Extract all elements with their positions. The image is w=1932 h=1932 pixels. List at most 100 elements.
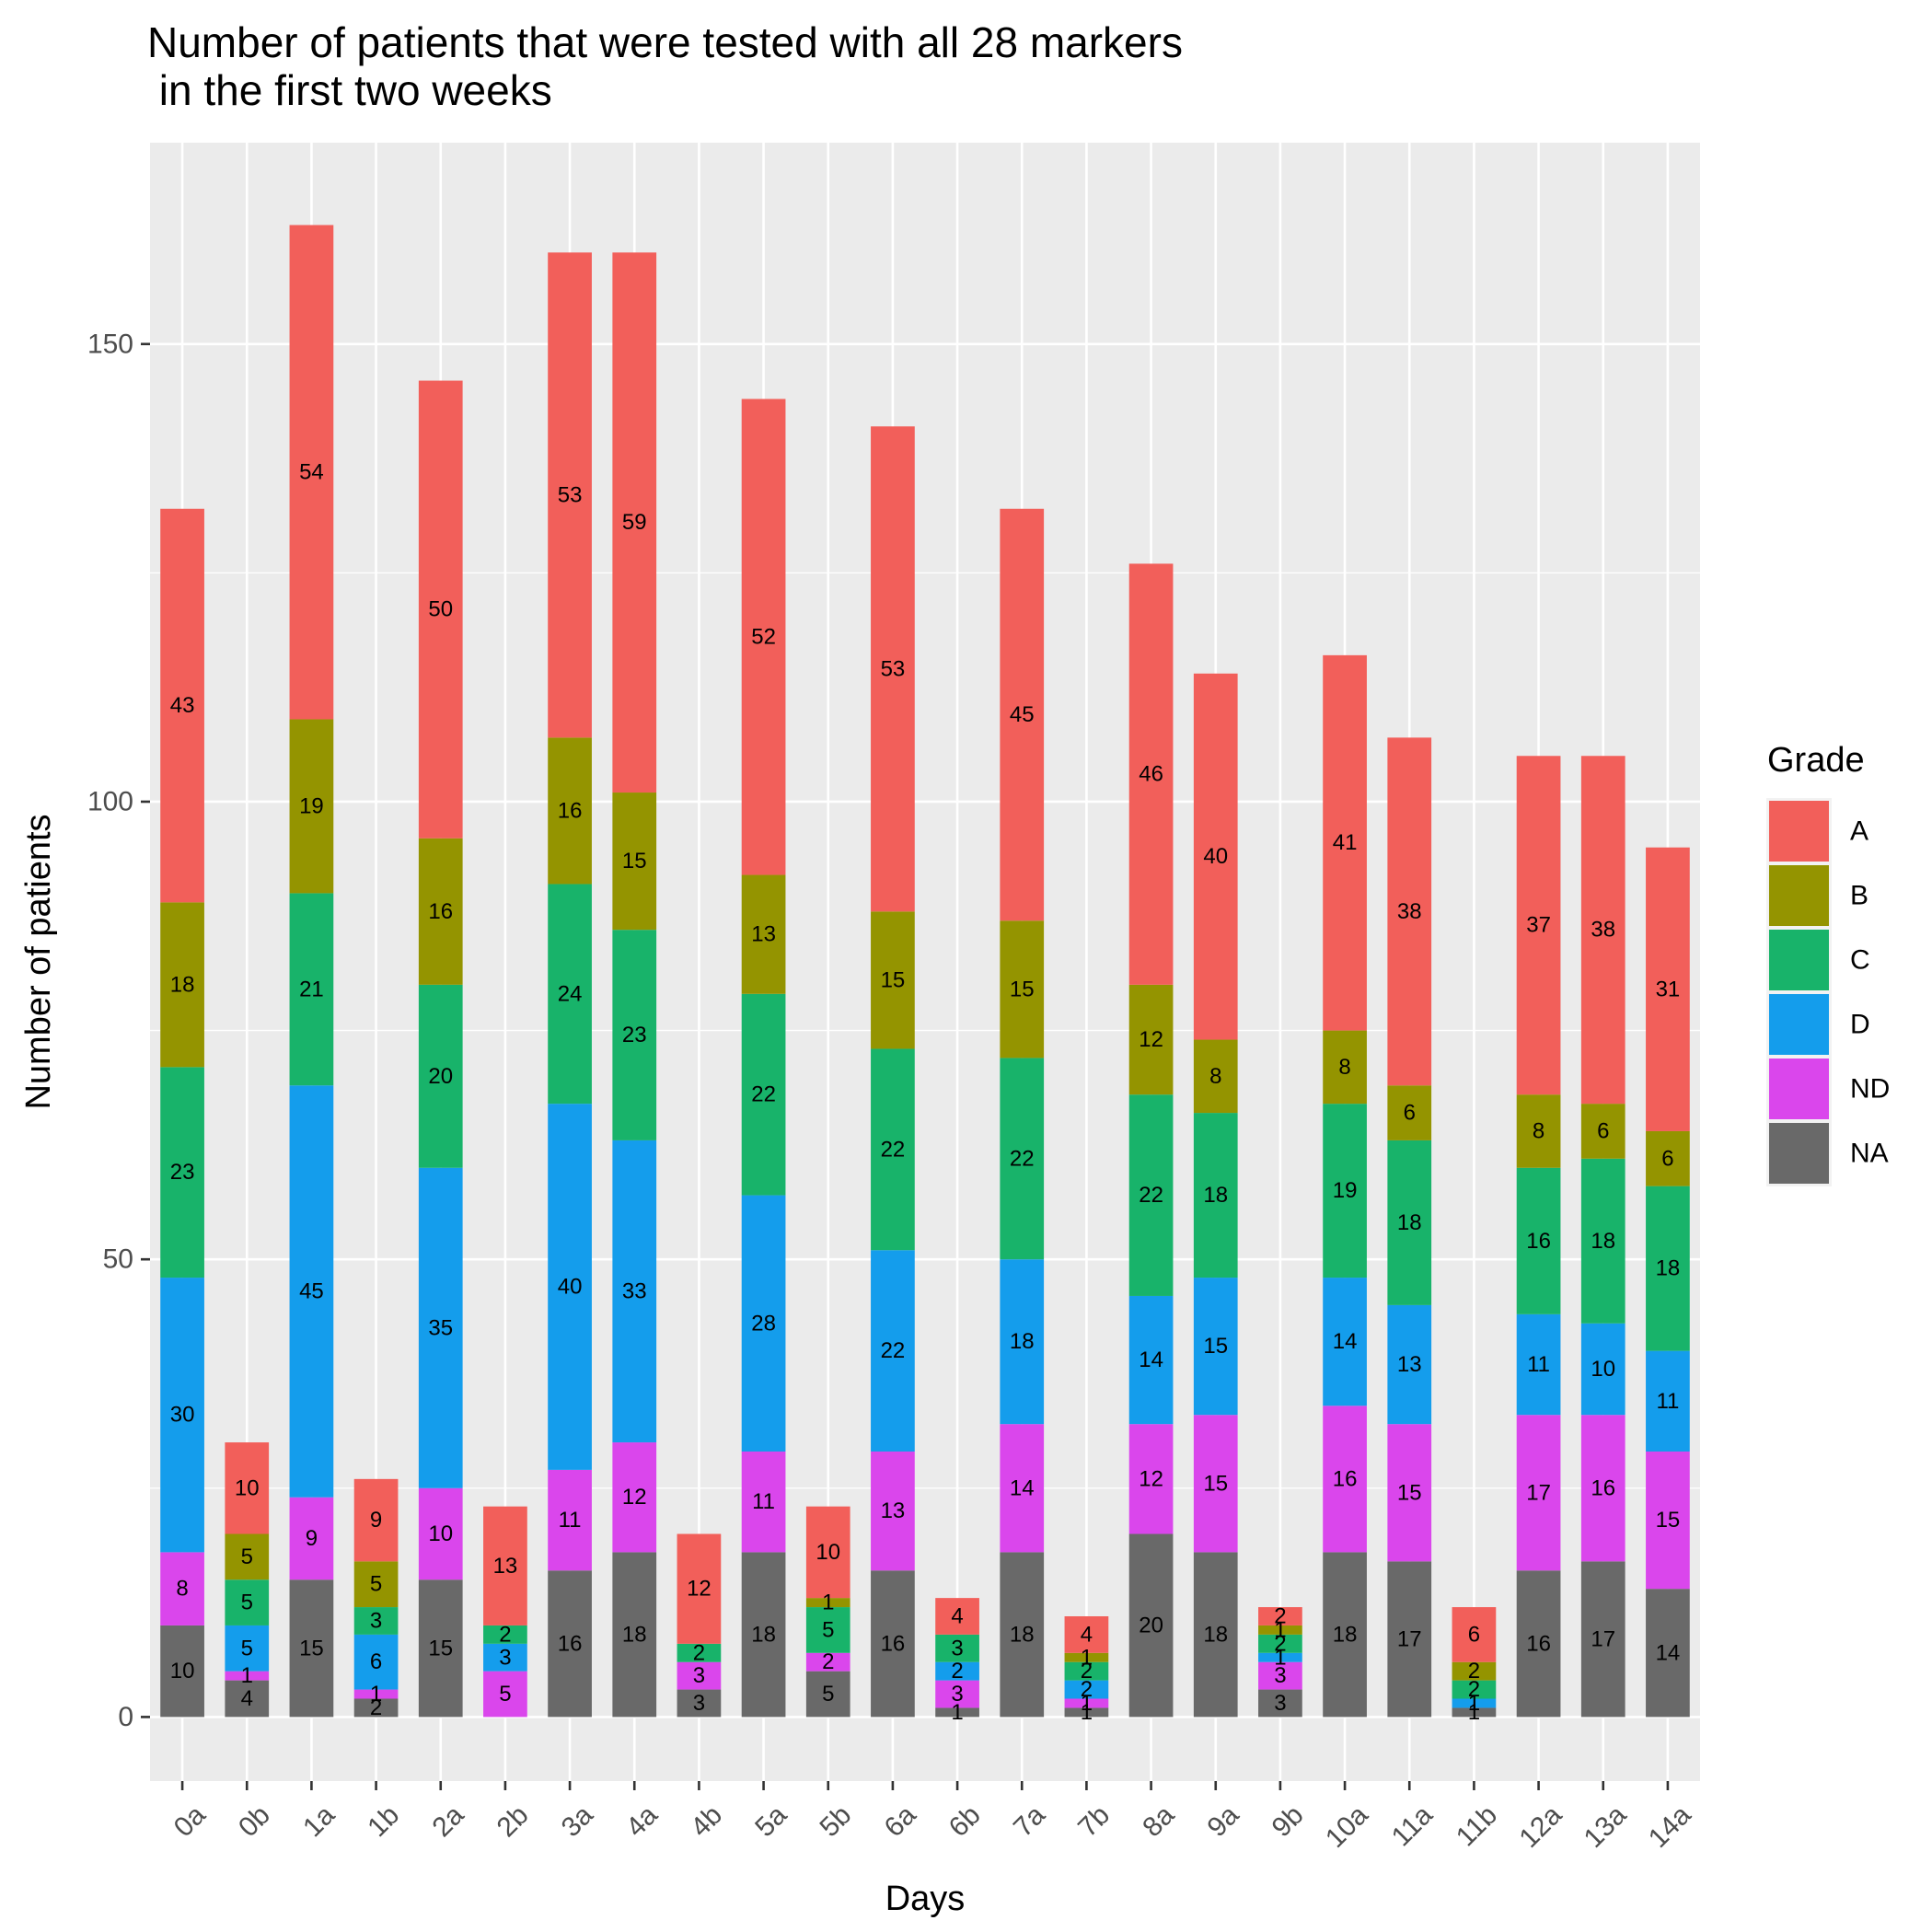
bar-segment-b — [871, 911, 915, 1049]
bar-segment-nd — [483, 1671, 527, 1718]
bar-segment-d — [741, 1195, 786, 1452]
data-label: 1 — [1081, 1691, 1093, 1716]
data-label: 1 — [370, 1682, 382, 1706]
data-label: 16 — [1333, 1466, 1358, 1491]
data-label: 45 — [299, 1278, 324, 1303]
data-label: 5 — [499, 1682, 511, 1706]
chart-title-line: Number of patients that were tested with… — [147, 18, 1183, 66]
legend-label: NA — [1850, 1139, 1889, 1169]
bar-segment-b — [1193, 1039, 1238, 1114]
bar-segment-c — [1258, 1634, 1302, 1653]
bar-segment-d — [1516, 1313, 1561, 1416]
bar-segment-d — [1258, 1652, 1302, 1662]
x-tick-label: 7b — [1072, 1799, 1116, 1843]
bar-segment-na — [677, 1689, 722, 1718]
bar-segment-c — [160, 1067, 204, 1278]
data-label: 33 — [622, 1278, 647, 1303]
data-label: 17 — [1397, 1626, 1422, 1651]
bar-segment-c — [677, 1643, 722, 1662]
data-label: 15 — [1397, 1480, 1422, 1505]
bar-segment-a — [160, 508, 204, 903]
bar-segment-b — [612, 792, 657, 931]
data-label: 2 — [1081, 1659, 1093, 1683]
bar-segment-a — [225, 1442, 270, 1534]
bar-segment-a — [548, 252, 592, 738]
data-label: 21 — [299, 977, 324, 1001]
bar-segment-na — [1000, 1552, 1045, 1718]
data-label: 1 — [1468, 1700, 1480, 1725]
bar-segment-a — [871, 426, 915, 912]
x-tick-label: 2a — [426, 1799, 469, 1843]
y-tick-label: 100 — [87, 786, 133, 816]
legend-label: A — [1850, 816, 1868, 847]
bar-segment-d — [225, 1625, 270, 1672]
bar-segment-a — [1128, 563, 1174, 985]
x-tick-label: 0b — [233, 1799, 276, 1843]
data-label: 40 — [1203, 844, 1228, 869]
x-tick-label: 14a — [1643, 1799, 1697, 1854]
data-label: 2 — [951, 1659, 963, 1683]
data-label: 3 — [499, 1645, 511, 1670]
bar-segment-d — [1323, 1278, 1367, 1406]
bar-segment-c — [1387, 1140, 1432, 1305]
data-label: 16 — [558, 798, 583, 823]
data-label: 8 — [1338, 1055, 1350, 1080]
data-label: 52 — [751, 624, 776, 649]
bar-segment-b — [1064, 1652, 1109, 1662]
bar-segment-c — [1580, 1158, 1625, 1324]
data-label: 18 — [1010, 1329, 1035, 1354]
legend-swatch-a — [1769, 801, 1829, 862]
data-label: 23 — [170, 1160, 195, 1185]
bar-segment-d — [483, 1643, 527, 1672]
x-tick-label: 9b — [1267, 1799, 1310, 1843]
legend-title: Grade — [1767, 741, 1865, 780]
bar-segment-b — [289, 719, 334, 894]
bar-segment-c — [612, 930, 657, 1140]
bar-segment-b — [1452, 1661, 1497, 1681]
bar-segment-na — [1193, 1552, 1238, 1718]
bar-segment-d — [548, 1104, 592, 1470]
bar-segment-c — [1064, 1661, 1109, 1681]
data-label: 5 — [822, 1617, 834, 1642]
x-tick-label: 6a — [879, 1799, 922, 1843]
bar-segment-c — [871, 1048, 915, 1251]
bar-segment-nd — [741, 1452, 786, 1553]
x-tick-label: 5a — [749, 1799, 792, 1843]
x-tick-label: 11b — [1451, 1799, 1503, 1852]
bar-segment-c — [353, 1607, 399, 1635]
data-label: 54 — [299, 459, 324, 484]
bar-segment-d — [160, 1278, 204, 1553]
data-label: 15 — [1656, 1508, 1681, 1533]
y-tick-label: 50 — [103, 1244, 133, 1275]
bar-segment-na — [160, 1625, 204, 1718]
data-label: 19 — [1333, 1178, 1358, 1203]
data-label: 1 — [1274, 1617, 1286, 1642]
x-tick-label: 9a — [1201, 1799, 1244, 1843]
data-label: 12 — [1139, 1027, 1163, 1052]
legend-swatch-d — [1769, 994, 1829, 1055]
data-label: 16 — [1526, 1631, 1551, 1656]
data-label: 11 — [1656, 1389, 1679, 1414]
bar-segment-a — [1646, 847, 1690, 1131]
data-label: 16 — [428, 899, 453, 924]
bar-segment-nd — [1646, 1452, 1690, 1590]
x-tick-label: 12a — [1514, 1799, 1568, 1854]
bar-segment-nd — [805, 1652, 850, 1672]
bar-segment-a — [483, 1506, 527, 1625]
data-label: 35 — [428, 1315, 453, 1340]
data-label: 12 — [687, 1577, 711, 1602]
data-label: 18 — [1333, 1622, 1358, 1647]
bar-segment-a — [353, 1478, 399, 1562]
bar-segment-na — [1323, 1552, 1367, 1718]
bar-segment-d — [1000, 1259, 1045, 1425]
plot-panel — [150, 143, 1700, 1781]
x-tick-label: 1a — [297, 1799, 341, 1843]
data-label: 24 — [558, 981, 583, 1006]
data-label: 23 — [622, 1023, 647, 1047]
bar-segment-nd — [1387, 1424, 1432, 1562]
bar-segment-c — [225, 1579, 270, 1625]
bar-segment-na — [935, 1707, 979, 1718]
bar-segment-na — [1516, 1570, 1561, 1718]
bar-segment-a — [1258, 1607, 1302, 1625]
